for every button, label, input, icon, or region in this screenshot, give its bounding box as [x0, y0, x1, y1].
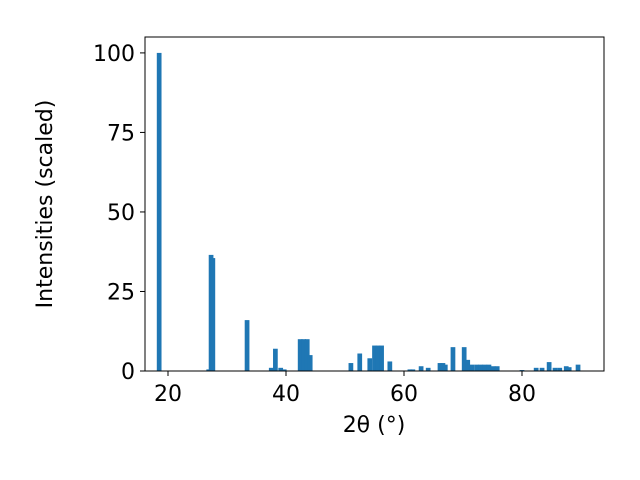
bar	[156, 52, 162, 372]
bar	[357, 353, 363, 371]
y-tick-label: 25	[107, 280, 135, 305]
bar	[375, 345, 381, 371]
bar	[304, 339, 310, 371]
y-tick-label: 50	[107, 201, 135, 226]
bar	[407, 369, 413, 371]
bar	[482, 364, 488, 371]
bar	[494, 366, 500, 371]
bar	[450, 347, 456, 371]
bar	[379, 345, 384, 371]
bar	[244, 320, 250, 371]
y-axis-label: Intensities (scaled)	[33, 100, 58, 309]
bar	[278, 367, 284, 371]
bar	[546, 362, 552, 371]
y-tick-label: 100	[93, 42, 135, 67]
bar	[486, 364, 492, 371]
x-axis-label: 2θ (°)	[343, 413, 406, 438]
bar	[273, 348, 278, 371]
bar	[418, 366, 424, 371]
bar	[268, 367, 274, 371]
bar	[281, 369, 287, 371]
bar	[469, 364, 475, 371]
bar	[348, 363, 354, 371]
bar	[425, 367, 431, 371]
bar	[557, 367, 563, 371]
bar	[563, 366, 569, 371]
bar	[437, 363, 443, 371]
bar	[297, 339, 303, 371]
bar	[474, 364, 479, 371]
plot-frame	[144, 36, 605, 372]
x-tick-label: 60	[390, 382, 418, 407]
bar	[461, 347, 467, 371]
bar	[552, 367, 558, 371]
x-tick-label: 80	[508, 382, 536, 407]
x-tick-label: 20	[154, 382, 182, 407]
bar	[575, 364, 581, 371]
bar	[307, 355, 313, 371]
bar	[490, 366, 496, 371]
bar	[539, 367, 545, 371]
x-tick-label: 40	[272, 382, 300, 407]
bar	[478, 364, 484, 371]
y-tick-label: 75	[107, 121, 135, 146]
bar	[442, 364, 448, 371]
bar	[367, 358, 373, 371]
bar	[410, 369, 416, 371]
bar	[465, 359, 471, 371]
bar	[387, 361, 393, 371]
bar	[210, 258, 216, 371]
bar	[566, 367, 572, 371]
bar	[301, 339, 307, 371]
y-tick-label: 0	[121, 360, 135, 385]
bar	[533, 367, 539, 371]
bar	[372, 345, 377, 371]
